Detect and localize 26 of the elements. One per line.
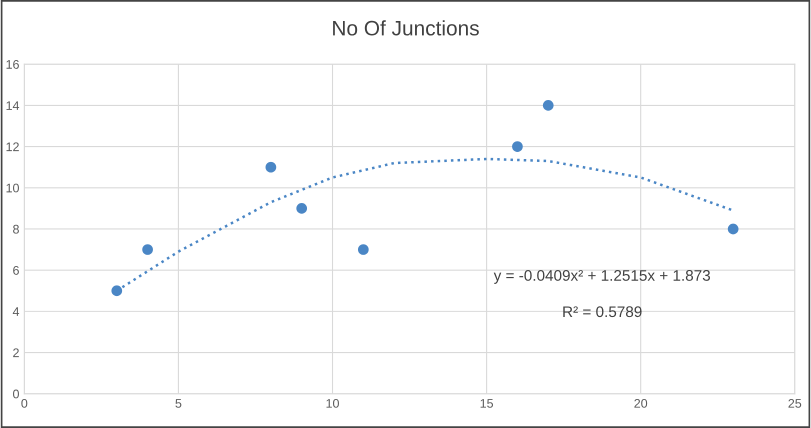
x-tick-label: 10 (326, 398, 339, 408)
chart-title: No Of Junctions (333, 20, 479, 36)
x-tick-label: 20 (634, 398, 648, 408)
y-tick-label: 14 (6, 101, 20, 110)
point (111, 285, 122, 296)
y-tick-label: 12 (6, 142, 19, 152)
y-tick-label: 4 (12, 307, 20, 316)
y-tick-label: 0 (13, 390, 19, 398)
annotation: y = -0.0409x² + 1.2515x + 1.873 (494, 270, 710, 284)
point (142, 244, 153, 255)
x-tick-label: 25 (788, 398, 802, 408)
point (266, 162, 276, 173)
x-tick-label: 0 (21, 398, 28, 408)
point (358, 244, 369, 255)
point (728, 224, 738, 234)
y-tick-label: 6 (13, 266, 19, 275)
annotation: R² = 0.5789 (563, 306, 642, 318)
y-tick-label: 8 (13, 224, 19, 234)
point (512, 141, 523, 152)
point (296, 203, 308, 214)
x-tick-label: 5 (175, 399, 182, 408)
y-tick-label: 2 (13, 348, 19, 358)
x-tick-label: 15 (480, 399, 494, 408)
y-tick-label: 10 (6, 184, 19, 192)
y-tick-label: 16 (6, 60, 19, 69)
point (542, 100, 554, 111)
